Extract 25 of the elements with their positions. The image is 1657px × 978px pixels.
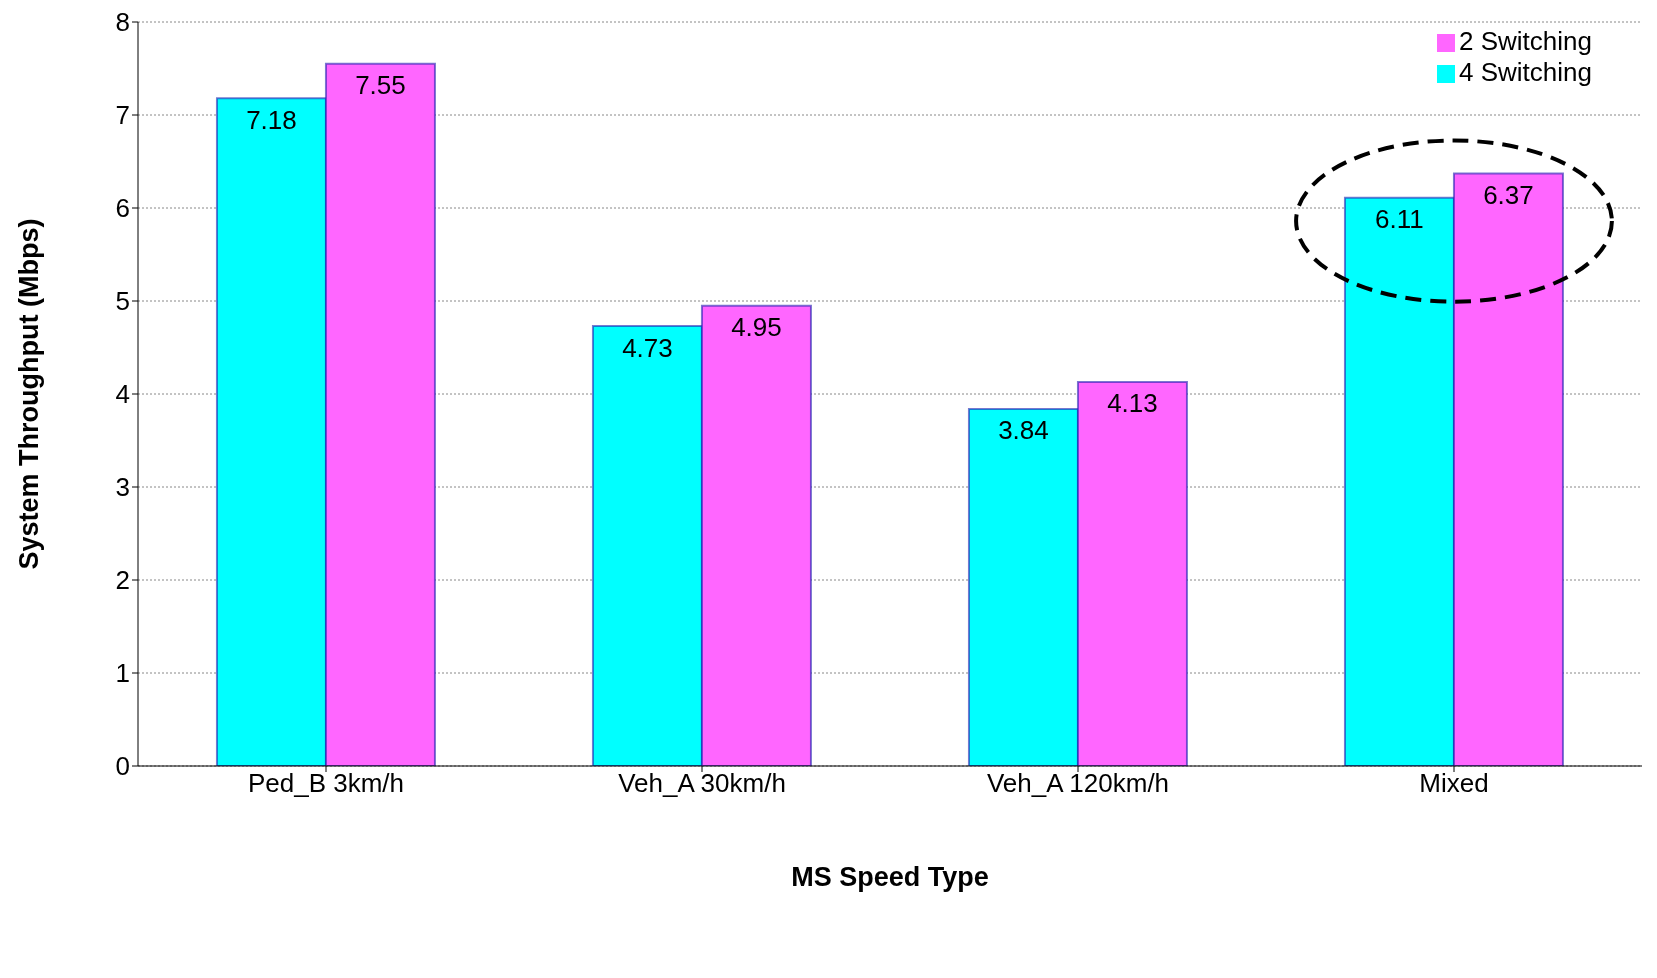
x-tick-label: Veh_A 30km/h [618,768,786,799]
y-axis-title: System Throughput (Mbps) [13,218,44,570]
y-tick-label: 6 [115,193,130,224]
x-tick-label: Veh_A 120km/h [986,768,1170,799]
data-label: 4.95 [731,312,782,343]
y-tick-label: 7 [115,100,130,131]
data-label: 6.37 [1483,180,1534,211]
x-tick-label: Mixed [1419,768,1489,799]
y-tick-label: 3 [115,472,130,503]
data-label: 7.18 [246,104,297,135]
y-tick-label: 4 [115,379,130,410]
y-tick-label: 1 [115,658,130,689]
data-label: 4.73 [622,332,673,363]
data-label: 4.13 [1107,388,1158,419]
data-label: 6.11 [1375,204,1424,235]
y-tick-label: 2 [115,565,130,596]
y-tick-label: 5 [115,286,130,317]
legend-label: 2 Switching [1459,26,1592,56]
y-tick-label: 8 [115,7,130,38]
legend-label: 4 Switching [1459,57,1592,87]
x-tick-label: Ped_B 3km/h [247,768,405,799]
data-label: 7.55 [355,70,406,101]
y-tick-label: 0 [115,751,130,782]
data-label: 3.84 [998,415,1049,446]
x-axis-title: MS Speed Type [791,862,989,892]
